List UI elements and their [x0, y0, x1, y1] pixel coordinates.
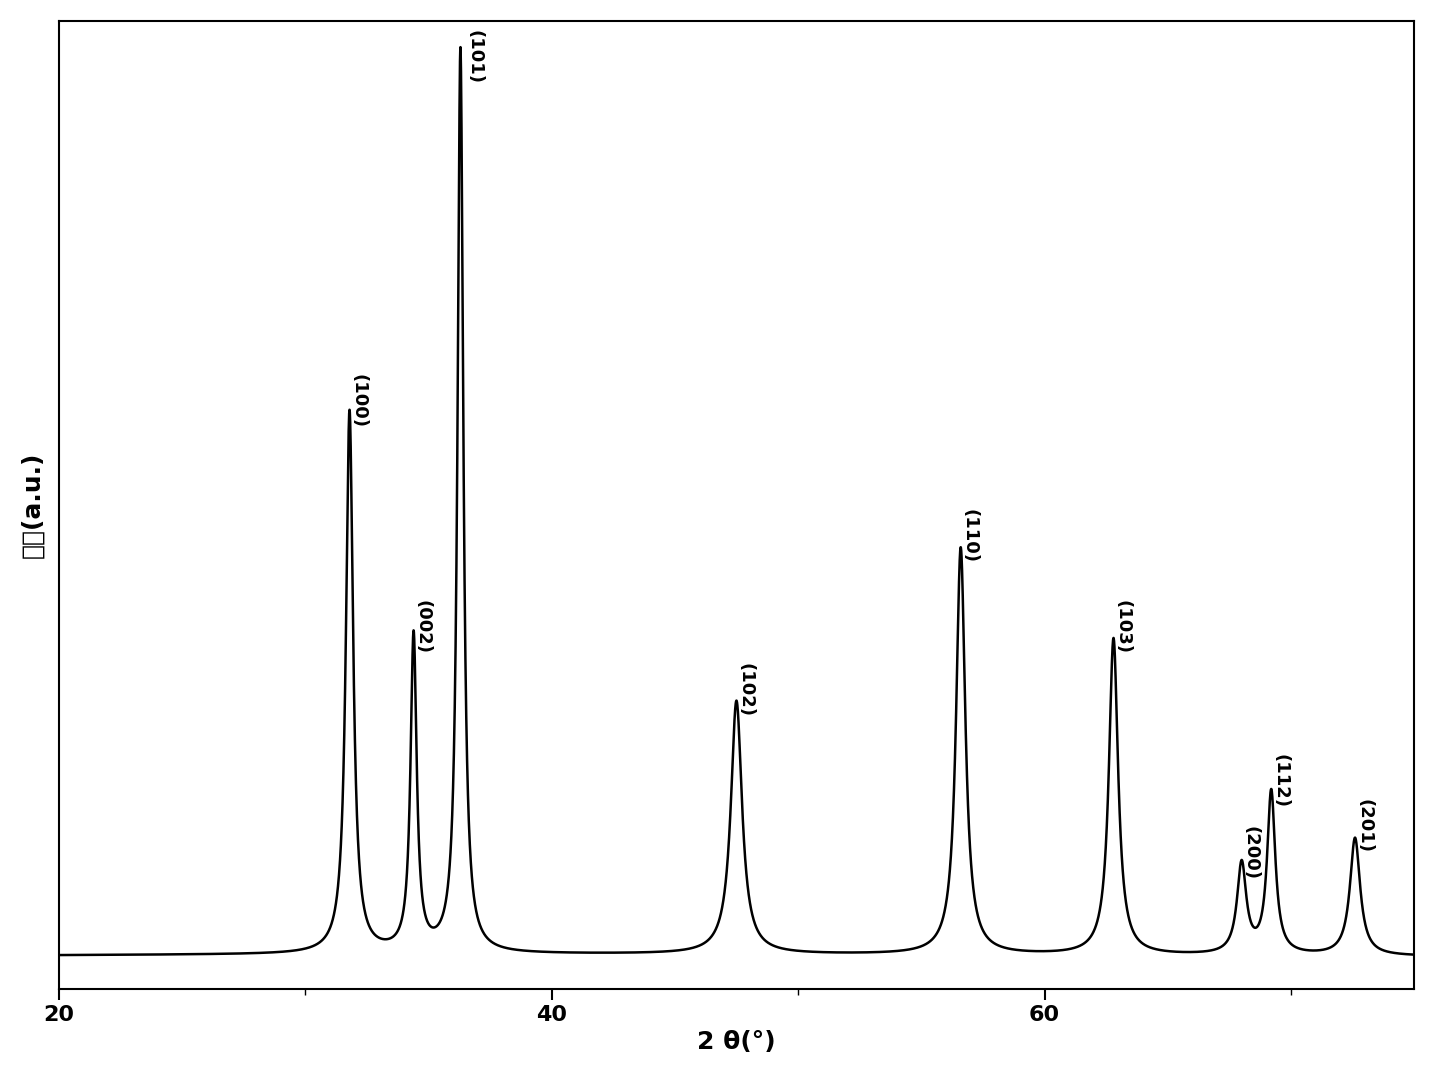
X-axis label: 2 θ(°): 2 θ(°) [697, 1030, 776, 1055]
Y-axis label: 强度(a.u.): 强度(a.u.) [22, 452, 44, 558]
Text: (110): (110) [960, 510, 979, 563]
Text: (112): (112) [1271, 754, 1289, 807]
Text: (103): (103) [1114, 600, 1132, 654]
Text: (201): (201) [1355, 799, 1373, 852]
Text: (102): (102) [736, 663, 755, 717]
Text: (002): (002) [413, 600, 432, 654]
Text: (200): (200) [1241, 826, 1260, 880]
Text: (100): (100) [350, 374, 367, 428]
Text: (101): (101) [465, 30, 484, 84]
